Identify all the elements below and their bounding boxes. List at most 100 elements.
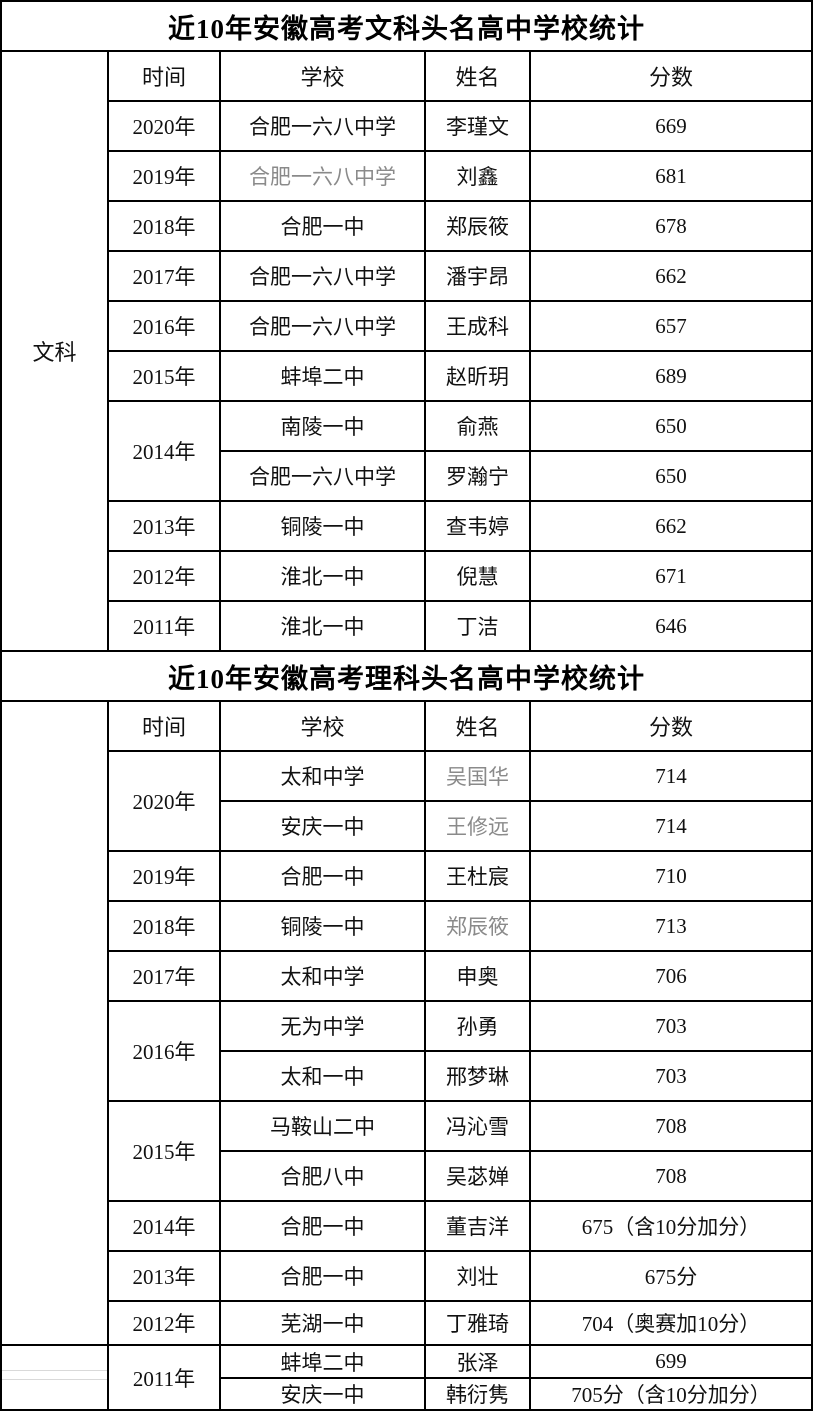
score-cell: 662 (528, 500, 813, 552)
table-row: 2011年 蚌埠二中 张泽 699 (0, 1344, 813, 1411)
table-row: 太和一中 邢梦琳 703 (1, 1050, 813, 1102)
school-cell: 合肥八中 (219, 1150, 426, 1202)
school-cell: 合肥一六八中学 (219, 450, 426, 502)
table-row: 2014年 南陵一中 俞燕 650 (1, 400, 813, 502)
name-cell: 俞燕 (424, 400, 531, 452)
school-cell: 太和一中 (219, 1050, 426, 1102)
year-cell: 2019年 (107, 150, 221, 202)
school-cell: 安庆一中 (219, 800, 426, 852)
name-cell: 王杜宸 (424, 850, 531, 902)
name-cell: 赵昕玥 (424, 350, 531, 402)
section-title: 近10年安徽高考理科头名高中学校统计 (0, 650, 813, 702)
score-cell: 706 (528, 950, 813, 1002)
name-cell: 倪慧 (424, 550, 531, 602)
table-row: 2020年 合肥一六八中学 李瑾文 669 (1, 100, 813, 152)
section-title: 近10年安徽高考文科头名高中学校统计 (0, 0, 813, 52)
table-row: 2013年 合肥一中 刘壮 675分 (1, 1250, 813, 1302)
seam-artifact-line (3, 1379, 106, 1380)
table-row: 2013年 铜陵一中 查韦婷 662 (1, 500, 813, 552)
table-row: 2018年 合肥一中 郑辰筱 678 (1, 200, 813, 252)
table-row: 2016年 无为中学 孙勇 703 (1, 1000, 813, 1102)
school-cell: 太和中学 (219, 950, 426, 1002)
score-cell: 714 (528, 800, 813, 852)
score-cell: 671 (528, 550, 813, 602)
school-cell: 合肥一六八中学 (219, 100, 426, 152)
score-cell: 705分（含10分加分） (528, 1377, 813, 1411)
header-row: 文科 时间 学校 姓名 分数 (0, 50, 813, 652)
category-cell: 文科 (0, 50, 109, 652)
year-cell: 2016年 (107, 300, 221, 352)
table-row: 2017年 合肥一六八中学 潘宇昂 662 (1, 250, 813, 302)
name-cell: 查韦婷 (424, 500, 531, 552)
school-cell: 芜湖一中 (219, 1300, 426, 1346)
score-cell: 703 (528, 1000, 813, 1052)
column-header-time: 时间 (107, 700, 221, 752)
name-cell: 丁雅琦 (424, 1300, 531, 1346)
name-cell: 吴国华 (424, 750, 531, 802)
year-cell: 2018年 (107, 900, 221, 952)
table-row: 2020年 太和中学 吴国华 714 (1, 750, 813, 852)
table-row: 2017年 太和中学 申奥 706 (1, 950, 813, 1002)
score-cell: 675分 (528, 1250, 813, 1302)
table-row: 2016年 合肥一六八中学 王成科 657 (1, 300, 813, 352)
table-row: 2015年 马鞍山二中 冯沁雪 708 (1, 1100, 813, 1202)
year-cell: 2020年 (107, 100, 221, 152)
school-cell: 合肥一中 (219, 200, 426, 252)
table-row: 2011年 淮北一中 丁洁 646 (1, 600, 813, 652)
year-cell: 2011年 (107, 1344, 221, 1411)
score-cell: 710 (528, 850, 813, 902)
score-cell: 675（含10分加分） (528, 1200, 813, 1252)
school-cell: 安庆一中 (219, 1377, 426, 1411)
table-row: 安庆一中 韩衍隽 705分（含10分加分） (1, 1377, 813, 1411)
name-cell: 王成科 (424, 300, 531, 352)
table-row: 2015年 蚌埠二中 赵昕玥 689 (1, 350, 813, 402)
column-header-score: 分数 (528, 50, 813, 102)
header-row: 时间 学校 姓名 分数 (0, 700, 813, 1346)
year-cell: 2012年 (107, 550, 221, 602)
school-cell: 淮北一中 (219, 550, 426, 602)
year-cell: 2015年 (107, 1100, 221, 1202)
column-header-score: 分数 (528, 700, 813, 752)
table-row: 2019年 合肥一中 王杜宸 710 (1, 850, 813, 902)
year-cell: 2018年 (107, 200, 221, 252)
school-cell: 合肥一六八中学 (219, 150, 426, 202)
table-row: 2012年 淮北一中 倪慧 671 (1, 550, 813, 602)
section-title-row: 近10年安徽高考文科头名高中学校统计 (0, 0, 813, 52)
score-cell: 681 (528, 150, 813, 202)
name-cell: 刘鑫 (424, 150, 531, 202)
name-cell: 郑辰筱 (424, 200, 531, 252)
name-cell: 韩衍隽 (424, 1377, 531, 1411)
name-cell: 李瑾文 (424, 100, 531, 152)
name-cell: 孙勇 (424, 1000, 531, 1052)
name-cell: 丁洁 (424, 600, 531, 652)
name-cell: 邢梦琳 (424, 1050, 531, 1102)
name-cell: 张泽 (424, 1344, 531, 1379)
year-cell: 2014年 (107, 1200, 221, 1252)
year-cell: 2015年 (107, 350, 221, 402)
name-cell: 冯沁雪 (424, 1100, 531, 1152)
table-row: 安庆一中 王修远 714 (1, 800, 813, 852)
year-cell: 2013年 (107, 1250, 221, 1302)
year-cell: 2011年 (107, 600, 221, 652)
category-cell (0, 1344, 109, 1411)
score-cell: 646 (528, 600, 813, 652)
name-cell: 潘宇昂 (424, 250, 531, 302)
year-cell: 2014年 (107, 400, 221, 502)
score-cell: 703 (528, 1050, 813, 1102)
column-header-school: 学校 (219, 50, 426, 102)
section-title-row: 近10年安徽高考理科头名高中学校统计 (0, 650, 813, 702)
year-cell: 2017年 (107, 950, 221, 1002)
name-cell: 刘壮 (424, 1250, 531, 1302)
table-row: 2018年 铜陵一中 郑辰筱 713 (1, 900, 813, 952)
school-cell: 合肥一六八中学 (219, 300, 426, 352)
year-cell: 2017年 (107, 250, 221, 302)
column-header-school: 学校 (219, 700, 426, 752)
score-cell: 704（奥赛加10分） (528, 1300, 813, 1346)
school-cell: 太和中学 (219, 750, 426, 802)
year-cell: 2012年 (107, 1300, 221, 1346)
name-cell: 郑辰筱 (424, 900, 531, 952)
school-cell: 南陵一中 (219, 400, 426, 452)
score-cell: 689 (528, 350, 813, 402)
